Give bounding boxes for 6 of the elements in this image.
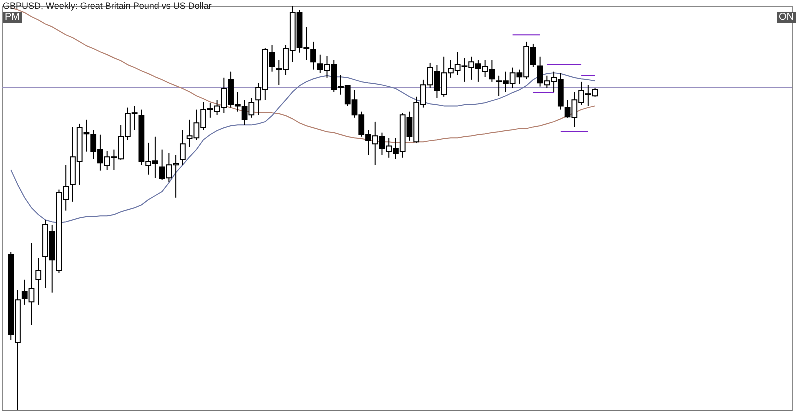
candlestick xyxy=(310,41,316,70)
text: ON xyxy=(777,12,796,23)
chart-title: GBPUSD, Weekly: Great Britain Pound vs US Dollar xyxy=(3,1,212,11)
candlestick xyxy=(180,130,186,166)
annotation: PM xyxy=(3,12,22,23)
candlestick xyxy=(36,258,42,306)
